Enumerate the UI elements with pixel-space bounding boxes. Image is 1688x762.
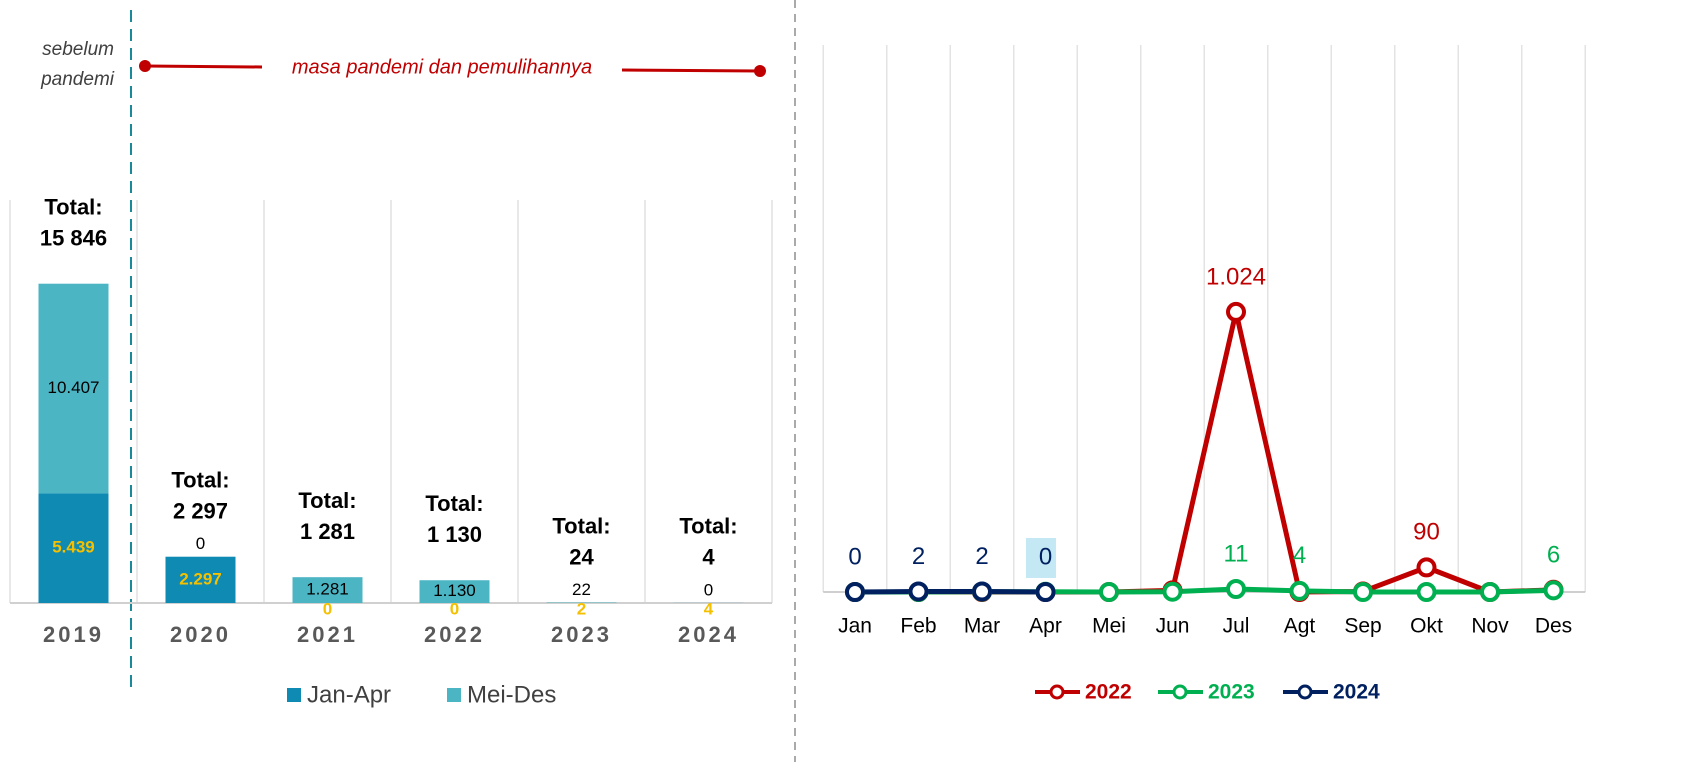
point xyxy=(1226,578,1246,599)
point xyxy=(1226,301,1246,322)
x-tick-label: 2024 xyxy=(678,622,739,647)
point xyxy=(1099,582,1119,602)
data-label: 0 xyxy=(704,580,713,599)
x-tick-label: 2021 xyxy=(297,622,358,647)
data-label: 2 xyxy=(975,543,988,570)
x-tick-label: Jun xyxy=(1156,615,1190,638)
period-label: masa pandemi dan pemulihannya xyxy=(292,56,592,78)
x-tick-label: Feb xyxy=(900,615,936,638)
x-tick-label: Jan xyxy=(838,615,872,638)
point xyxy=(1353,582,1373,602)
x-tick-label: Mar xyxy=(964,615,1000,638)
total-label: Total: xyxy=(552,513,610,538)
before-label: sebelum xyxy=(42,39,114,60)
total-label: Total: xyxy=(171,468,229,493)
legend-marker xyxy=(1297,684,1313,700)
point xyxy=(1543,580,1564,601)
data-label: 4 xyxy=(1293,542,1306,569)
point xyxy=(972,581,992,602)
x-tick-label: Apr xyxy=(1029,615,1062,638)
bar-segment xyxy=(38,283,109,494)
x-tick-label: Nov xyxy=(1471,615,1509,638)
series-line xyxy=(854,588,1046,595)
legend-label: Mei-Des xyxy=(467,681,556,708)
point xyxy=(1289,580,1310,601)
period-end xyxy=(754,65,766,77)
legend-swatch xyxy=(287,688,301,702)
data-label: 1.024 xyxy=(1206,263,1266,290)
label-highlight xyxy=(1026,538,1056,578)
data-label: 1.130 xyxy=(433,581,476,600)
data-label: 22 xyxy=(572,580,591,599)
bar-segment xyxy=(165,556,236,603)
point xyxy=(1480,582,1500,602)
data-label: 11 xyxy=(1224,540,1249,567)
data-label: 0 xyxy=(196,534,205,553)
x-tick-label: Agt xyxy=(1284,615,1316,638)
total-label: Total: xyxy=(44,195,102,220)
before-label: pandemi xyxy=(40,69,115,90)
data-label: 2 xyxy=(912,543,925,570)
total-label: 4 xyxy=(702,545,715,570)
point xyxy=(1416,557,1437,578)
data-label: 2 xyxy=(577,599,586,618)
point xyxy=(1416,582,1437,602)
bar-segment xyxy=(38,493,109,603)
x-tick-label: 2019 xyxy=(43,622,104,647)
period-start xyxy=(139,60,151,72)
data-label: 1.281 xyxy=(306,580,349,599)
legend-label: 2022 xyxy=(1085,681,1132,704)
data-label: 0 xyxy=(450,599,459,618)
x-tick-label: Des xyxy=(1535,615,1572,638)
data-label: 4 xyxy=(704,599,714,618)
x-tick-label: Sep xyxy=(1344,615,1381,638)
data-label: 0 xyxy=(848,543,861,570)
x-tick-label: 2020 xyxy=(170,622,231,647)
bar-segment xyxy=(419,580,490,603)
bar-segment xyxy=(292,577,363,603)
total-label: 15 846 xyxy=(40,226,107,251)
total-label: 1 130 xyxy=(427,522,482,547)
x-tick-label: 2023 xyxy=(551,622,612,647)
point xyxy=(845,582,865,602)
data-label: 10.407 xyxy=(48,378,100,397)
period-line xyxy=(621,68,761,73)
total-label: Total: xyxy=(298,488,356,513)
total-label: 1 281 xyxy=(300,519,355,544)
data-label: 90 xyxy=(1413,519,1440,546)
total-label: Total: xyxy=(679,514,737,539)
total-label: 2 297 xyxy=(173,499,228,524)
x-tick-label: Jul xyxy=(1223,615,1250,638)
legend-marker xyxy=(1172,684,1188,700)
data-label: 0 xyxy=(1039,543,1052,570)
data-label: 6 xyxy=(1547,542,1560,569)
legend-swatch xyxy=(447,688,461,702)
total-label: 24 xyxy=(569,544,594,569)
x-tick-label: Okt xyxy=(1410,615,1443,638)
point xyxy=(1162,581,1183,602)
data-label: 2.297 xyxy=(179,569,222,588)
point xyxy=(1035,582,1056,602)
legend-marker xyxy=(1049,684,1065,700)
data-label: 0 xyxy=(323,599,332,618)
data-label: 5.439 xyxy=(52,538,95,557)
x-tick-label: 2022 xyxy=(424,622,485,647)
legend-label: 2024 xyxy=(1333,681,1380,704)
total-label: Total: xyxy=(425,491,483,516)
legend-label: Jan-Apr xyxy=(307,681,391,708)
point xyxy=(908,581,929,602)
legend-label: 2023 xyxy=(1208,681,1255,704)
x-tick-label: Mei xyxy=(1092,615,1126,638)
period-line xyxy=(144,64,263,69)
